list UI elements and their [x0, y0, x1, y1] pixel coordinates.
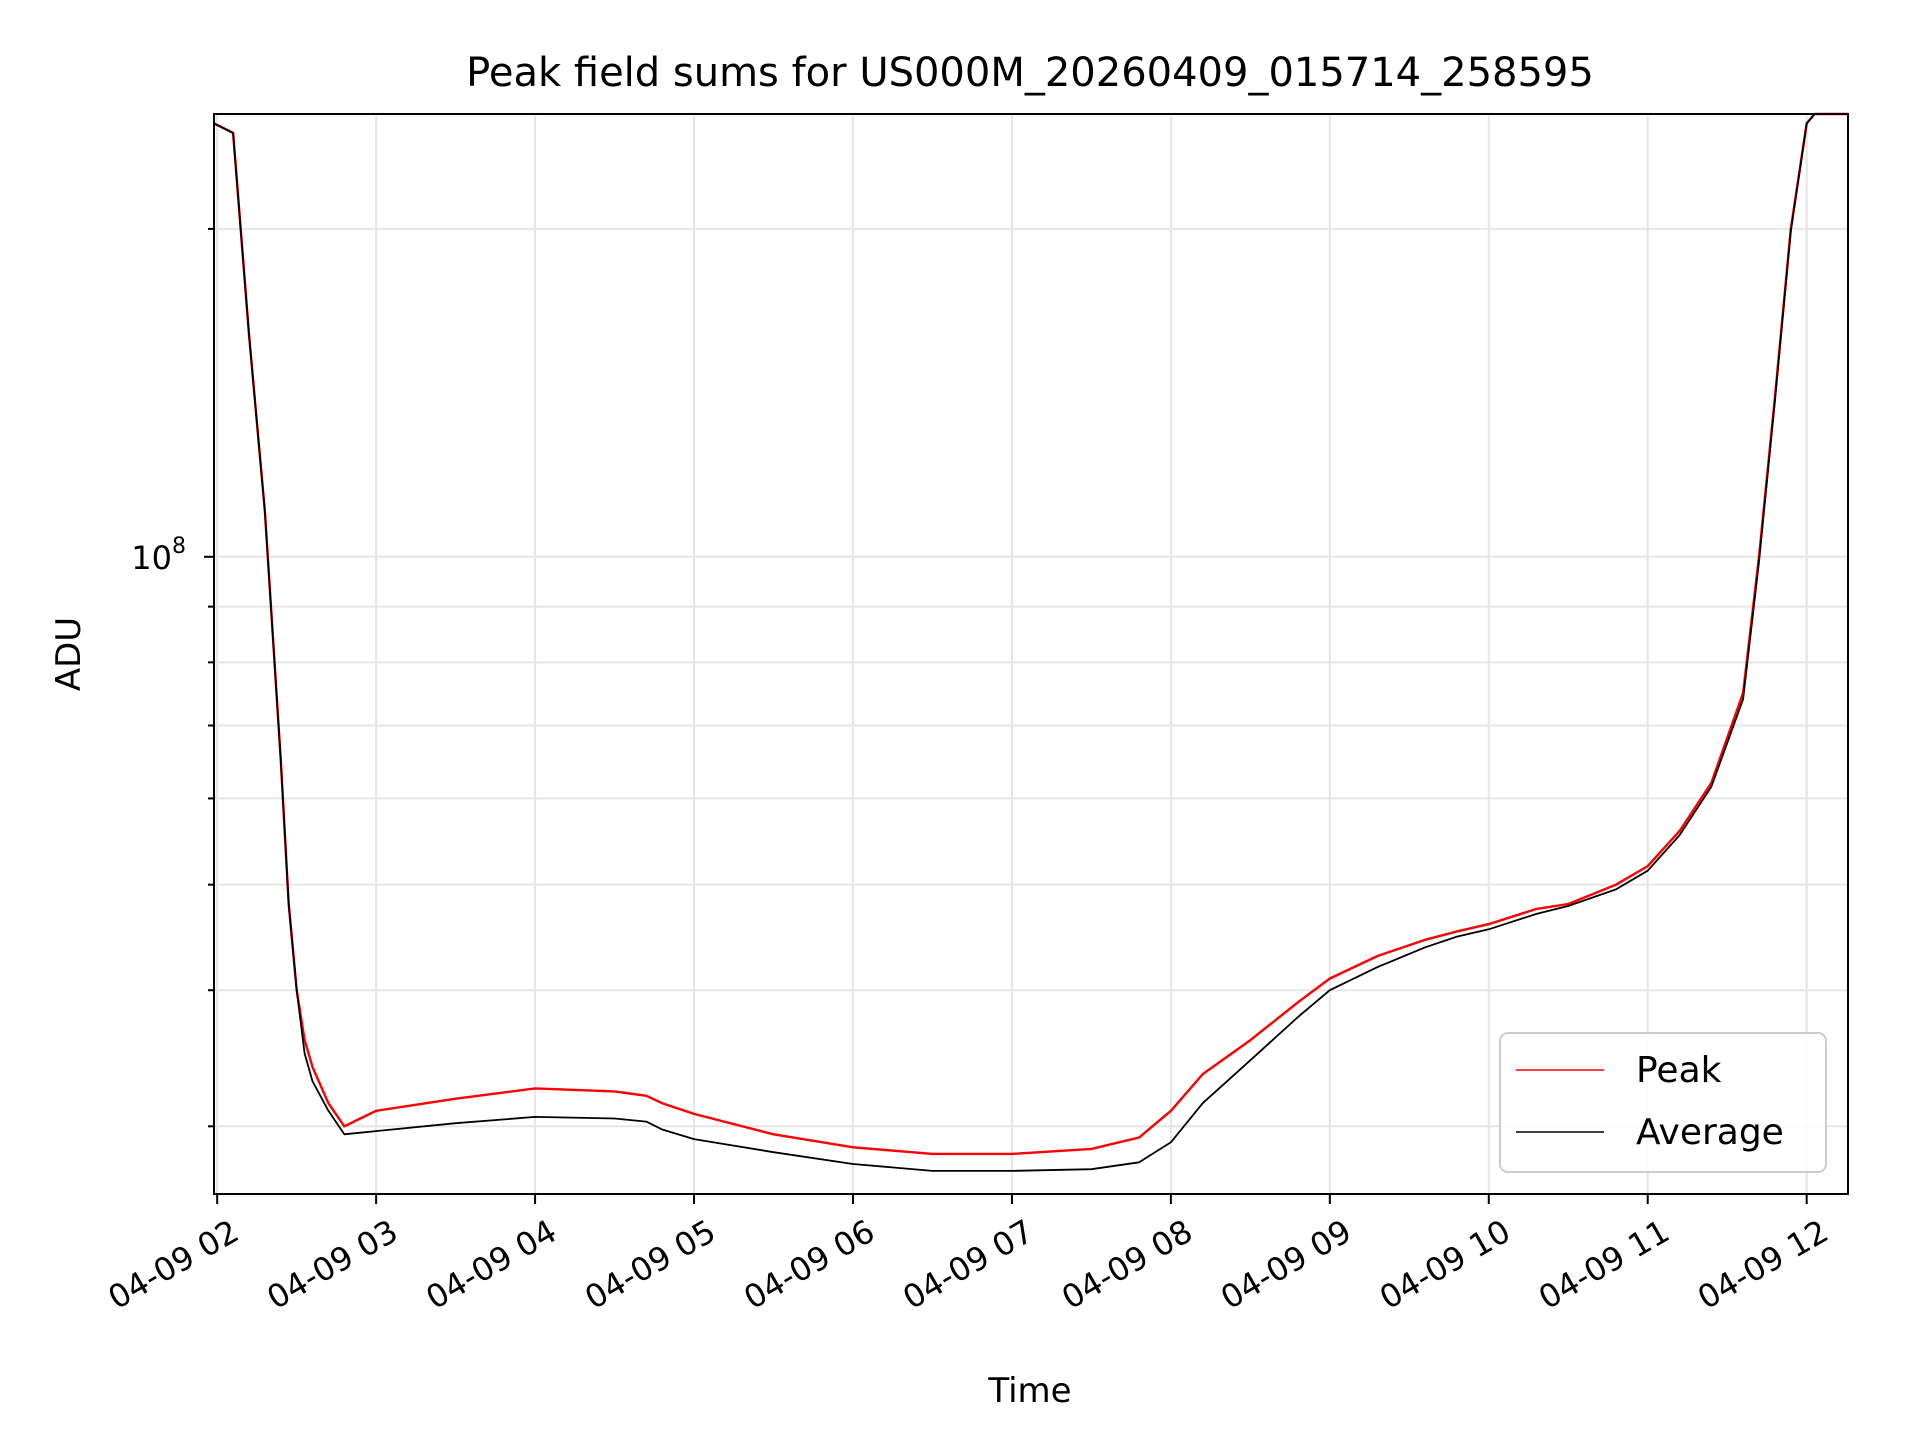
y-axis-label: ADU [49, 617, 89, 691]
plot-frame [213, 113, 1849, 1195]
grid-lines [214, 114, 1848, 1194]
series-line-peak [213, 112, 1848, 1156]
legend-box [1499, 1032, 1827, 1173]
legend: Peak Average [1499, 1032, 1827, 1173]
x-axis-label: Time [987, 1371, 1071, 1411]
series-layer [213, 112, 1848, 1172]
legend-average-label: Average [1636, 1112, 1784, 1153]
y-tick-label: 108 [131, 534, 186, 577]
legend-peak-label: Peak [1636, 1050, 1722, 1091]
chart-title: Peak field sums for US000M_20260409_0157… [466, 50, 1594, 96]
series-line-average [213, 113, 1848, 1172]
y-axis-ticks: 108 [131, 227, 214, 1128]
